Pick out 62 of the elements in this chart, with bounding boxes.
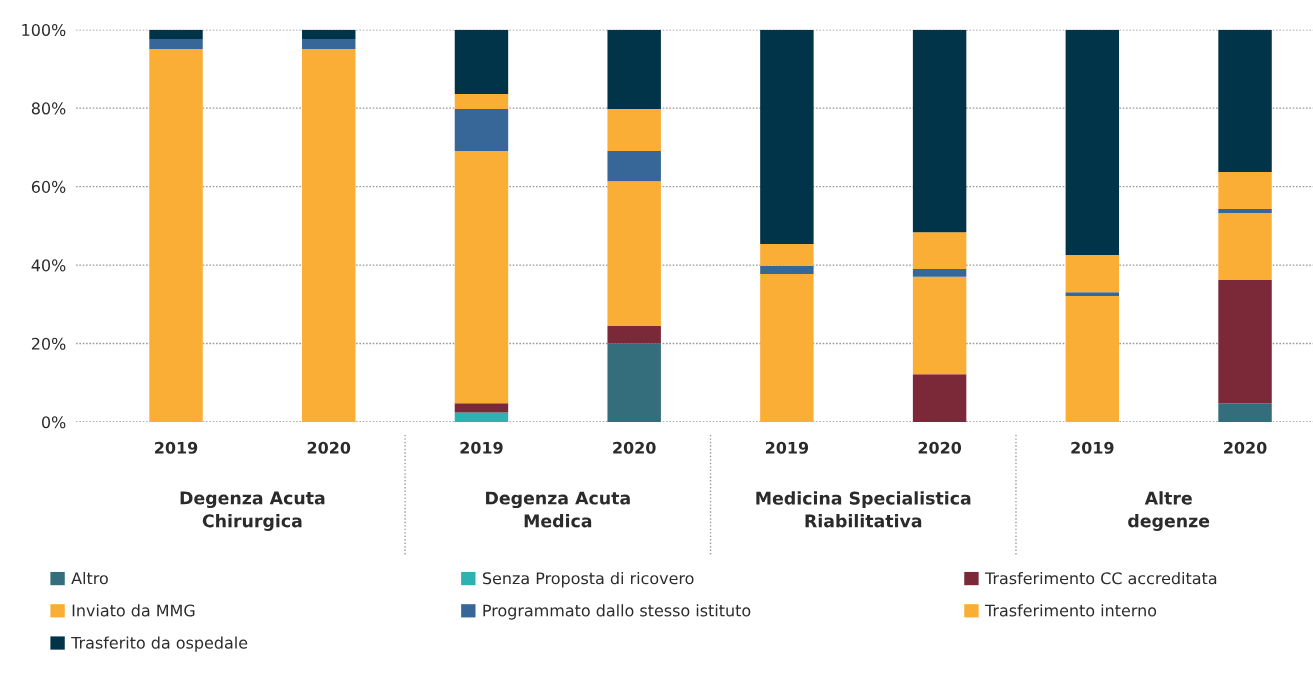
x-tick-label: 2019	[460, 441, 503, 454]
bar	[912, 269, 967, 277]
bar	[302, 29, 356, 40]
bar	[454, 403, 509, 413]
bar	[149, 39, 203, 49]
bar	[454, 94, 509, 109]
bar	[912, 276, 967, 375]
bar	[1065, 292, 1120, 297]
legend-label: Trasferimento interno	[984, 604, 1157, 617]
bar	[1218, 212, 1272, 280]
bar	[454, 29, 509, 95]
x-tick-label: 2020	[307, 441, 351, 454]
bar	[760, 29, 814, 244]
y-tick-label: 40%	[31, 259, 66, 272]
y-tick-label: 100%	[22, 23, 66, 36]
legend-label: Senza Proposta di ricovero	[482, 571, 694, 588]
bar	[607, 150, 661, 182]
x-tick-label: 2020	[613, 441, 656, 454]
x-tick-label: 2020	[918, 441, 962, 454]
bar	[302, 48, 356, 422]
bar	[607, 325, 661, 344]
bar	[454, 150, 509, 404]
text: Degenza Acuta Medica	[486, 491, 630, 528]
bar	[302, 39, 356, 49]
bar	[912, 374, 967, 422]
bar	[1218, 172, 1272, 209]
legend-label: Altro	[71, 571, 108, 585]
x-tick-label: 2020	[1224, 441, 1267, 454]
bar	[607, 108, 661, 151]
bar	[607, 181, 661, 326]
x-tick-label: 2019	[1071, 441, 1114, 454]
bar	[607, 29, 661, 109]
legend-label: Programmato dallo stesso istituto	[483, 604, 751, 620]
bar	[149, 48, 203, 422]
y-tick-label: 60%	[31, 180, 66, 193]
legend-label: Trasferito da ospedale	[71, 636, 248, 652]
bar	[1218, 208, 1272, 213]
y-tick-label: 0%	[41, 416, 66, 429]
y-tick-label: 20%	[31, 337, 66, 350]
x-tick-label: 2019	[155, 441, 198, 454]
bar	[1218, 29, 1272, 173]
bar	[760, 265, 814, 275]
bar	[607, 343, 661, 422]
bar	[454, 412, 509, 422]
bar	[454, 108, 509, 151]
legend-label: Trasferimento CC accreditata	[984, 571, 1217, 585]
bar	[760, 274, 814, 422]
bar	[1065, 296, 1120, 422]
bar	[1065, 254, 1120, 293]
bar	[912, 232, 967, 269]
bar	[1218, 279, 1272, 404]
bar	[1218, 403, 1272, 422]
x-tick-label: 2019	[765, 441, 809, 454]
bar	[1065, 29, 1120, 255]
bar	[912, 29, 967, 233]
bar	[149, 29, 203, 40]
text: Degenza Acuta Chirurgica	[180, 491, 325, 531]
bar	[760, 243, 814, 266]
text: Altre degenze	[1128, 491, 1210, 531]
legend-label: Inviato da MMG	[72, 604, 195, 617]
y-tick-label: 80%	[31, 102, 66, 115]
text: Medicina Specialistica Riabilitativa	[756, 491, 971, 528]
